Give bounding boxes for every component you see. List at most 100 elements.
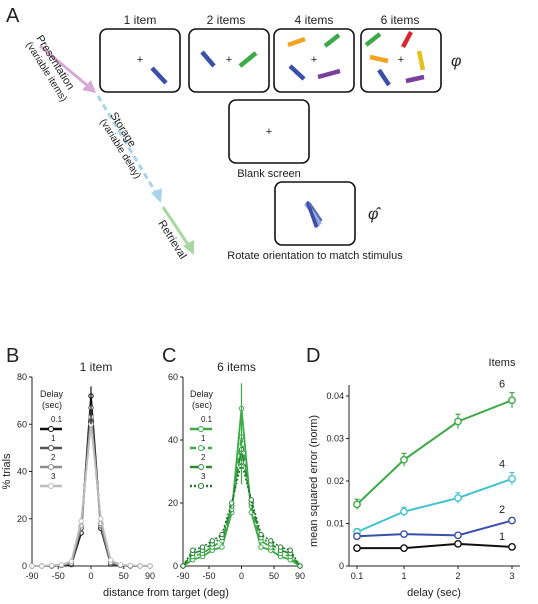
- data-point-d-6-0: [353, 500, 361, 509]
- data-point-c-0-1-4: [219, 544, 225, 550]
- data-point-d-1-1: [400, 544, 408, 553]
- data-point-b-3-11: [137, 563, 143, 569]
- chart-title-b: 1 item: [80, 360, 113, 374]
- data-point-b-3-5: [78, 518, 84, 524]
- x-tick-label-d-0-1: 0.1: [351, 571, 364, 581]
- data-point-c-3-11: [287, 547, 293, 553]
- stimulus-6-items: +: [360, 28, 442, 93]
- legend-label-c-1: 1: [201, 434, 206, 443]
- data-point-d-6-3: [508, 396, 516, 405]
- data-point-c-3-8: [258, 531, 264, 538]
- series-label-d-1: 1: [499, 531, 505, 543]
- data-point-c-3-1: [190, 547, 196, 553]
- phi-hat-symbol: φ̂: [368, 206, 381, 223]
- data-point-d-2-0: [353, 532, 361, 541]
- data-point-c-3-0: [180, 563, 186, 569]
- svg-text:+: +: [266, 126, 272, 138]
- data-point-d-2-1: [400, 530, 408, 539]
- series-line-d-2: [356, 519, 513, 538]
- x-axis-label-d: delay (sec): [407, 587, 461, 599]
- legend-title-b: Delay: [40, 389, 64, 399]
- panel-label-c: C: [162, 345, 176, 367]
- legend-marker-b-3: [48, 483, 54, 489]
- data-point-d-4-2: [454, 494, 462, 502]
- data-point-c-3-7: [248, 497, 254, 503]
- response-screen-box: [274, 181, 356, 246]
- data-point-c-3-10: [277, 544, 284, 550]
- legend-label-b-3: 3: [51, 472, 56, 481]
- x-tick-label-b--90: -90: [25, 571, 38, 581]
- x-tick-label-b-90: 90: [145, 571, 155, 581]
- legend-marker-b-2: [48, 464, 54, 470]
- y-tick-label-b-0: 0: [22, 561, 27, 571]
- x-tick-label-b-50: 50: [119, 571, 129, 581]
- data-point-c-3-9: [268, 538, 274, 544]
- storage-arrow: [96, 95, 162, 203]
- y-tick-label-c-0: 0: [173, 561, 178, 571]
- data-point-d-1-3: [508, 542, 516, 551]
- data-point-d-6-2: [454, 417, 462, 426]
- legend-marker-c-2: [198, 464, 204, 470]
- data-point-c-3-3: [209, 538, 215, 544]
- data-point-b-3-7: [98, 516, 104, 522]
- stimulus-1-item: +: [99, 28, 181, 93]
- x-tick-label-c-50: 50: [269, 571, 279, 581]
- legend-marker-b-0-1: [48, 426, 54, 432]
- data-point-d-1-2: [454, 540, 462, 548]
- legend-title-d: Items: [489, 357, 516, 369]
- x-tick-label-c--90: -90: [176, 571, 189, 581]
- legend-title-c: Delay: [190, 389, 214, 399]
- data-point-b-3-9: [117, 562, 124, 568]
- y-tick-label-b-80: 80: [17, 372, 27, 382]
- data-point-b-3-8: [107, 557, 114, 563]
- chart-title-c: 6 items: [217, 360, 256, 374]
- y-tick-label-d-4: 0.04: [326, 391, 344, 401]
- data-point-d-4-1: [400, 507, 408, 516]
- y-tick-label-d-3: 0.03: [326, 434, 344, 444]
- retrieval-arrow: [161, 206, 194, 255]
- x-tick-label-b--50: -50: [52, 571, 65, 581]
- x-tick-label-d-2: 2: [455, 571, 460, 581]
- x-tick-label-c-90: 90: [295, 571, 305, 581]
- panel-label-a: A: [6, 5, 20, 27]
- chart-c: -90 -50 0 50 90 0 20 40 60 6 items Delay(sec) 0.1 1 2…: [168, 360, 305, 581]
- svg-text:+: +: [226, 54, 232, 66]
- svg-text:+: +: [137, 54, 143, 66]
- y-tick-label-d-2: 0.02: [326, 476, 344, 486]
- label-1-item: 1 item: [124, 13, 157, 27]
- presentation-arrow: [39, 44, 96, 93]
- rotate-caption: Rotate orientation to match stimulus: [227, 250, 403, 262]
- blank-screen-box: +: [228, 99, 310, 164]
- y-tick-label-b-20: 20: [17, 514, 27, 524]
- data-point-d-4-3: [508, 474, 516, 483]
- label-2-items: 2 items: [207, 13, 246, 27]
- legend-label-b-1: 1: [51, 434, 56, 443]
- data-point-d-2-3: [508, 516, 516, 525]
- series-line-d-4: [356, 477, 513, 533]
- stimulus-2-items: +: [188, 28, 270, 93]
- series-line-d-6: [356, 399, 513, 506]
- data-point-d-1-0: [353, 544, 361, 553]
- y-tick-label-d-1: 0.01: [326, 519, 344, 529]
- data-point-b-3-3: [58, 562, 65, 568]
- label-4-items: 4 items: [295, 13, 334, 27]
- y-tick-label-b-40: 40: [17, 467, 27, 477]
- panel-label-d: D: [306, 345, 320, 367]
- legend-label-c-0-1: 0.1: [201, 415, 213, 424]
- series-line-b-2: [32, 417, 150, 567]
- data-point-c-3-2: [199, 544, 206, 550]
- x-tick-label-c-0: 0: [239, 571, 244, 581]
- blank-screen-caption: Blank screen: [237, 168, 301, 180]
- legend-label-c-3: 3: [201, 472, 206, 481]
- legend-marker-c-0-1: [198, 426, 204, 432]
- legend-label-b-2: 2: [51, 453, 56, 462]
- data-point-b-3-10: [127, 562, 134, 569]
- series-label-d-4: 4: [499, 459, 505, 471]
- phi-symbol: φ: [451, 53, 461, 70]
- y-axis-label-b: % trials: [1, 453, 13, 490]
- series-label-d-6: 6: [499, 379, 505, 391]
- svg-text:+: +: [311, 54, 317, 66]
- data-point-c-3-12: [297, 563, 303, 569]
